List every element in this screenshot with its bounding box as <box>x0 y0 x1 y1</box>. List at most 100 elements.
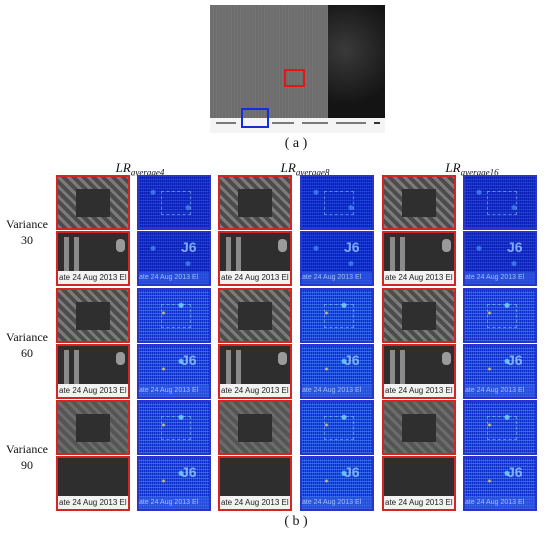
text-reconstruction-image: ate 24 Aug 2013 El <box>382 344 456 399</box>
header-base: LR <box>280 160 296 175</box>
stripe <box>226 350 231 386</box>
stripe <box>236 350 241 386</box>
text-reconstruction-image: ate 24 Aug 2013 El <box>218 231 292 286</box>
blob <box>442 352 451 365</box>
error-footer-text: ate 24 Aug 2013 El <box>465 385 535 397</box>
blob <box>116 239 125 252</box>
error-map-image: J6 ate 24 Aug 2013 El <box>137 456 211 511</box>
error-map-image: J6 ate 24 Aug 2013 El <box>300 456 374 511</box>
chip-reconstruction-image <box>218 288 292 343</box>
error-map-image <box>137 400 211 455</box>
error-pad-outline <box>487 191 517 215</box>
header-sub: average8 <box>295 167 330 178</box>
image-footer-text: ate 24 Aug 2013 El <box>220 384 290 397</box>
error-glyph: J6 <box>507 352 523 368</box>
stripe <box>74 350 79 386</box>
error-pad-outline <box>161 191 191 215</box>
error-glyph: J6 <box>344 352 360 368</box>
error-pad-outline <box>487 416 517 440</box>
error-pad-outline <box>487 304 517 328</box>
error-footer-text: ate 24 Aug 2013 El <box>302 385 372 397</box>
blue-highlight-box <box>241 108 269 128</box>
chip-reconstruction-image <box>56 400 130 455</box>
row-label-line2: 90 <box>21 458 33 472</box>
row-label-line2: 30 <box>21 233 33 247</box>
text-reconstruction-image: ate 24 Aug 2013 El <box>382 456 456 511</box>
error-map-image: J6 ate 24 Aug 2013 El <box>137 231 211 286</box>
stripe <box>64 237 69 273</box>
image-footer-text: ate 24 Aug 2013 El <box>58 271 128 284</box>
chip-reconstruction-image <box>56 175 130 230</box>
dark-region <box>328 5 385 118</box>
error-pad-outline <box>324 416 354 440</box>
chip-center-pad <box>402 189 436 217</box>
chip-reconstruction-image <box>382 400 456 455</box>
sem-overview-image <box>210 5 385 133</box>
blob <box>278 239 287 252</box>
error-map-image <box>463 400 537 455</box>
row-label-line2: 60 <box>21 346 33 360</box>
stripe <box>74 237 79 273</box>
chip-center-pad <box>238 302 272 330</box>
error-pad-outline <box>324 304 354 328</box>
row-label-line1: Variance <box>6 217 48 231</box>
error-glyph: J6 <box>181 352 197 368</box>
error-footer-text: ate 24 Aug 2013 El <box>139 497 209 509</box>
error-footer-text: ate 24 Aug 2013 El <box>302 497 372 509</box>
error-glyph: J6 <box>507 464 523 480</box>
chip-center-pad <box>76 302 110 330</box>
error-map-image: J6 ate 24 Aug 2013 El <box>463 231 537 286</box>
chip-reconstruction-image <box>382 288 456 343</box>
text-reconstruction-image: ate 24 Aug 2013 El <box>56 231 130 286</box>
error-map-image: J6 ate 24 Aug 2013 El <box>463 344 537 399</box>
header-sub: average4 <box>130 167 165 178</box>
chip-center-pad <box>76 189 110 217</box>
error-map-image <box>463 288 537 343</box>
image-footer-text: ate 24 Aug 2013 El <box>220 271 290 284</box>
chip-center-pad <box>238 189 272 217</box>
row-label-variance-60: Variance 60 <box>2 329 52 361</box>
stripe <box>236 237 241 273</box>
error-glyph: J6 <box>344 464 360 480</box>
chip-center-pad <box>402 302 436 330</box>
row-label-line1: Variance <box>6 330 48 344</box>
red-highlight-box <box>284 69 305 87</box>
image-footer-text: ate 24 Aug 2013 El <box>384 496 454 509</box>
chip-layout-region <box>210 5 328 118</box>
image-footer-text: ate 24 Aug 2013 El <box>384 271 454 284</box>
text-reconstruction-image: ate 24 Aug 2013 El <box>56 344 130 399</box>
error-glyph: J6 <box>507 239 523 255</box>
error-glyph: J6 <box>181 464 197 480</box>
header-base: LR <box>445 160 461 175</box>
error-map-image: J6 ate 24 Aug 2013 El <box>300 344 374 399</box>
error-pad-outline <box>161 416 191 440</box>
text-reconstruction-image: ate 24 Aug 2013 El <box>382 231 456 286</box>
error-map-image <box>300 288 374 343</box>
image-footer-text: ate 24 Aug 2013 El <box>220 496 290 509</box>
column-header-1: LRaverage4 <box>80 160 200 178</box>
blob <box>442 239 451 252</box>
text-reconstruction-image: ate 24 Aug 2013 El <box>56 456 130 511</box>
column-header-2: LRaverage8 <box>245 160 365 178</box>
sem-info-bar <box>210 118 385 133</box>
stripe <box>64 350 69 386</box>
stripe <box>226 237 231 273</box>
caption-b: ( b ) <box>284 514 308 529</box>
blob <box>116 352 125 365</box>
error-glyph: J6 <box>181 239 197 255</box>
error-footer-text: ate 24 Aug 2013 El <box>465 272 535 284</box>
stripe <box>400 237 405 273</box>
chip-reconstruction-image <box>218 175 292 230</box>
error-footer-text: ate 24 Aug 2013 El <box>139 385 209 397</box>
chip-reconstruction-image <box>56 288 130 343</box>
header-sub: average16 <box>460 167 499 178</box>
chip-reconstruction-image <box>382 175 456 230</box>
error-map-image <box>300 400 374 455</box>
error-pad-outline <box>161 304 191 328</box>
error-pad-outline <box>324 191 354 215</box>
stripe <box>390 237 395 273</box>
error-map-image: J6 ate 24 Aug 2013 El <box>300 231 374 286</box>
error-glyph: J6 <box>344 239 360 255</box>
column-header-3: LRaverage16 <box>412 160 532 178</box>
error-footer-text: ate 24 Aug 2013 El <box>139 272 209 284</box>
